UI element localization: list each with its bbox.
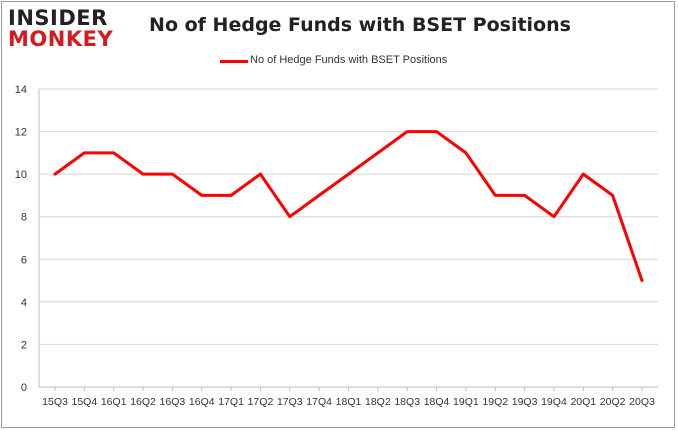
x-tick-label-18Q3: 18Q3 [394, 396, 420, 408]
logo-line-insider: INSIDER [8, 6, 108, 30]
data-point-19Q3 [523, 194, 526, 197]
data-point-20Q1 [582, 172, 585, 176]
data-point-19Q4 [552, 215, 556, 218]
x-tick-label-19Q3: 19Q3 [512, 396, 538, 408]
x-tick-label-16Q2: 16Q2 [130, 396, 156, 408]
x-tick-label-19Q2: 19Q2 [482, 396, 508, 408]
x-tick-label-15Q4: 15Q4 [72, 396, 98, 408]
y-tick-label-0: 0 [21, 382, 27, 394]
chart-title: No of Hedge Funds with BSET Positions [149, 14, 571, 36]
data-point-17Q1 [229, 194, 233, 197]
x-tick-label-17Q1: 17Q1 [218, 396, 244, 408]
data-point-19Q2 [494, 194, 497, 197]
data-point-16Q1 [112, 151, 115, 155]
x-tick-label-17Q2: 17Q2 [248, 396, 274, 408]
y-tick-label-4: 4 [21, 297, 27, 309]
data-point-16Q4 [200, 194, 203, 197]
x-tick-label-18Q1: 18Q1 [336, 396, 362, 408]
legend-label: No of Hedge Funds with BSET Positions [250, 54, 448, 66]
x-tick-label-19Q1: 19Q1 [453, 396, 479, 408]
data-point-15Q4 [83, 151, 86, 155]
logo-line-monkey: MONKEY [8, 27, 114, 51]
x-tick-label-15Q3: 15Q3 [42, 396, 68, 408]
y-tick-label-6: 6 [21, 254, 27, 266]
data-point-18Q1 [347, 172, 350, 176]
data-point-17Q2 [259, 172, 262, 176]
x-tick-label-17Q4: 17Q4 [306, 396, 332, 408]
x-tick-label-20Q3: 20Q3 [629, 396, 655, 408]
x-tick-label-16Q1: 16Q1 [101, 396, 127, 408]
y-tick-label-2: 2 [21, 339, 27, 351]
insider-monkey-logo: INSIDER MONKEY [8, 8, 132, 50]
y-tick-label-14: 14 [15, 84, 27, 96]
x-tick-label-18Q2: 18Q2 [365, 396, 391, 408]
data-point-20Q2 [611, 194, 614, 197]
x-tick-label-16Q4: 16Q4 [189, 396, 215, 408]
data-point-18Q3 [406, 130, 409, 133]
x-tick-label-20Q2: 20Q2 [600, 396, 626, 408]
data-point-16Q2 [141, 172, 145, 176]
x-tick-label-20Q1: 20Q1 [570, 396, 596, 408]
y-tick-label-12: 12 [15, 127, 27, 139]
data-point-15Q3 [53, 172, 57, 176]
x-tick-label-16Q3: 16Q3 [160, 396, 186, 408]
data-point-18Q2 [376, 151, 380, 155]
legend-swatch [220, 60, 248, 63]
data-point-17Q3 [288, 215, 291, 218]
y-tick-label-10: 10 [15, 169, 27, 181]
data-point-19Q1 [464, 151, 468, 155]
x-tick-label-19Q4: 19Q4 [541, 396, 567, 408]
x-tick-label-17Q3: 17Q3 [277, 396, 303, 408]
data-point-18Q4 [435, 130, 438, 133]
data-point-16Q3 [171, 172, 174, 176]
x-tick-label-18Q4: 18Q4 [424, 396, 450, 408]
data-point-20Q3 [640, 279, 644, 282]
y-tick-label-8: 8 [21, 212, 27, 224]
series-line-0 [53, 130, 644, 283]
data-point-17Q4 [317, 194, 321, 197]
